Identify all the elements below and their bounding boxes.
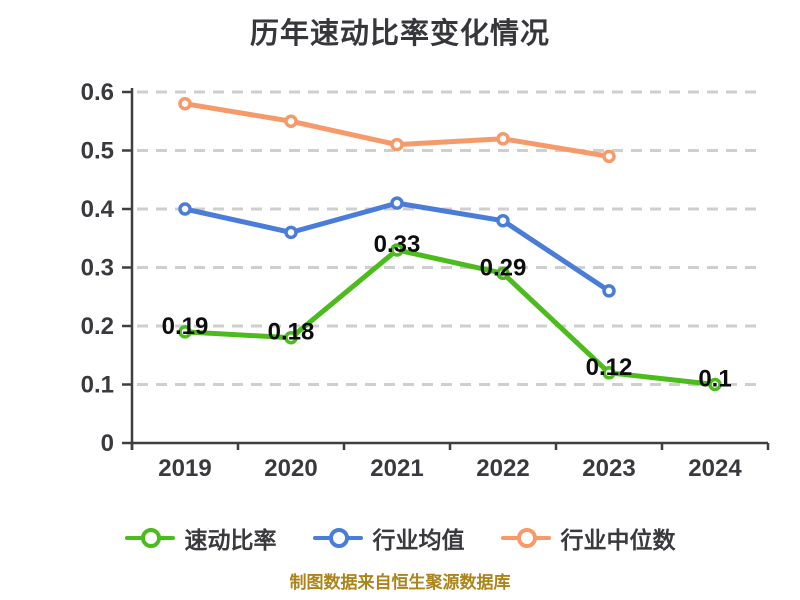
series-industry-average (178, 196, 616, 298)
y-tick-label: 0 (101, 430, 114, 457)
value-label-quick-ratio-2019: 0.19 (162, 313, 209, 340)
data-point-industry-median-2019 (178, 96, 192, 111)
y-tick-label: 0.6 (81, 79, 114, 106)
y-tick-label: 0.2 (81, 313, 114, 340)
data-point-industry-median-2022 (496, 132, 510, 146)
value-label-quick-ratio-2020: 0.18 (268, 319, 315, 346)
data-point-quick-ratio-2024 (708, 377, 722, 392)
series-industry-median (178, 96, 616, 164)
data-point-quick-ratio-2022 (496, 266, 510, 281)
data-point-quick-ratio-2019 (178, 325, 192, 339)
data-point-industry-average-2020 (284, 225, 298, 240)
legend-item-quick-ratio: 速动比率 (124, 521, 277, 555)
series-quick-ratio (178, 243, 722, 392)
value-labels-quick-ratio: 0.19 0.18 0.33 0.29 0.12 0.1 (162, 231, 732, 393)
value-label-quick-ratio-2022: 0.29 (480, 254, 527, 281)
axes (122, 88, 770, 450)
data-point-industry-median-2020 (284, 114, 298, 128)
x-tick-label-2022: 2022 (476, 455, 529, 482)
legend-label-industry-average: 行业均值 (372, 527, 465, 553)
data-point-quick-ratio-2023 (602, 366, 616, 380)
y-tick-label: 0.5 (81, 138, 114, 165)
chart-legend: 速动比率 行业均值 行业中位数 (0, 520, 800, 556)
y-tick-label: 0.4 (81, 196, 115, 223)
industry-median-legend-marker-icon (500, 528, 551, 548)
quick-ratio-legend-marker-icon (124, 528, 175, 548)
data-point-industry-average-2019 (178, 202, 192, 216)
tick-labels: 0 0.1 0.2 0.3 0.4 0.5 0.6 2019 2020 2021 2022 2023 2… (81, 79, 743, 482)
data-point-industry-average-2023 (602, 284, 616, 298)
x-tick-label-2023: 2023 (582, 455, 635, 482)
data-point-industry-average-2022 (496, 213, 510, 228)
industry-average-legend-marker-icon (312, 528, 363, 548)
y-tick-label: 0.1 (81, 372, 114, 399)
value-label-quick-ratio-2024: 0.1 (698, 366, 731, 393)
x-tick-label-2020: 2020 (264, 455, 317, 482)
data-point-industry-median-2021 (390, 137, 404, 152)
legend-item-industry-median: 行业中位数 (500, 521, 676, 555)
legend-label-quick-ratio: 速动比率 (184, 527, 277, 553)
series-line-quick-ratio (182, 247, 718, 387)
legend-item-industry-average: 行业均值 (312, 521, 465, 555)
x-tick-label-2024: 2024 (688, 455, 742, 482)
data-point-industry-median-2023 (602, 149, 616, 164)
x-tick-label-2021: 2021 (370, 455, 423, 482)
chart-title: 历年速动比率变化情况 (249, 18, 550, 50)
data-point-quick-ratio-2021 (390, 243, 404, 257)
gridlines (137, 90, 762, 386)
legend-label-industry-median: 行业中位数 (560, 527, 676, 553)
x-tick-label-2019: 2019 (158, 455, 211, 482)
data-point-quick-ratio-2020 (284, 330, 298, 345)
value-label-quick-ratio-2023: 0.12 (586, 354, 633, 381)
data-source-note: 制图数据来自恒生聚源数据库 (289, 573, 511, 592)
value-label-quick-ratio-2021: 0.33 (374, 231, 421, 258)
y-tick-label: 0.3 (81, 255, 114, 282)
data-point-industry-average-2021 (390, 196, 404, 210)
line-chart-canvas: 0 0.1 0.2 0.3 0.4 0.5 0.6 2019 2020 2021 2022 2023 2… (81, 79, 770, 482)
